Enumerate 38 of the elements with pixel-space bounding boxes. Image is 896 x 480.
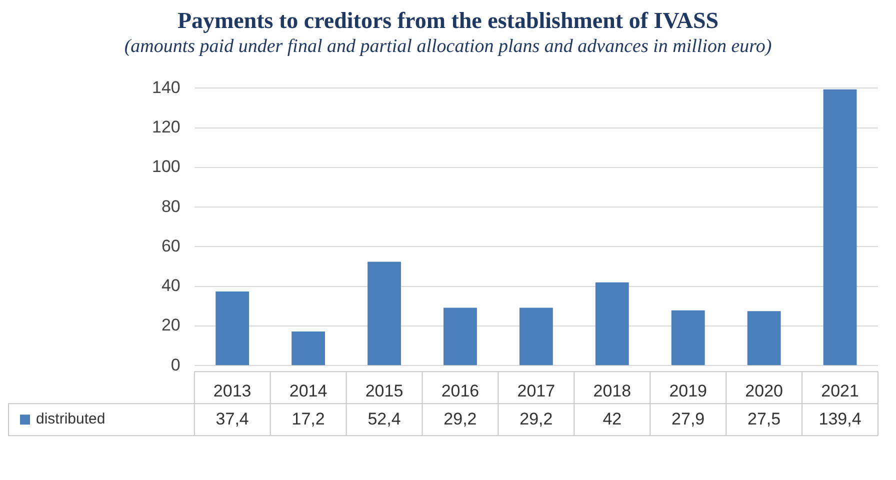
data-label: 27,5 [748, 409, 781, 428]
bar [747, 311, 781, 366]
legend-label: distributed [36, 410, 106, 428]
data-label: 52,4 [368, 409, 401, 428]
data-label: 29,2 [444, 409, 477, 428]
x-tick-label: 2020 [745, 381, 783, 400]
x-tick-label: 2018 [593, 381, 632, 400]
data-label: 29,2 [520, 409, 553, 428]
chart-title: Payments to creditors from the establishment of IVASS [176, 8, 720, 34]
y-tick-label: 140 [152, 78, 180, 97]
bar [368, 262, 401, 366]
bar [519, 308, 553, 366]
x-tick-label: 2016 [441, 381, 480, 400]
chart-subtitle: (amounts paid under final and partial allocation plans and advances in million euro) [123, 36, 773, 58]
y-tick-label: 80 [161, 196, 180, 216]
data-label: 17,2 [292, 409, 325, 428]
bar [444, 308, 477, 366]
bar [595, 282, 629, 366]
y-tick-label: 120 [152, 118, 180, 137]
x-tick-label: 2015 [365, 381, 404, 400]
bar [292, 332, 326, 366]
bar [216, 291, 250, 366]
x-tick-label: 2021 [821, 381, 859, 400]
y-tick-label: 60 [161, 236, 180, 256]
x-tick-label: 2013 [213, 381, 252, 400]
y-tick-label: 100 [152, 157, 180, 176]
x-tick-label: 2019 [669, 381, 708, 400]
data-label: 42 [602, 409, 622, 428]
bar [823, 89, 857, 366]
x-tick-label: 2017 [517, 381, 556, 400]
x-tick-label: 2014 [289, 381, 328, 400]
bar [671, 310, 705, 366]
y-tick-label: 40 [161, 276, 180, 296]
y-tick-label: 0 [170, 355, 180, 374]
data-label: 27,9 [672, 409, 705, 428]
y-tick-label: 20 [161, 316, 180, 335]
data-label: 37,4 [216, 409, 249, 428]
data-label: 139,4 [818, 409, 862, 428]
